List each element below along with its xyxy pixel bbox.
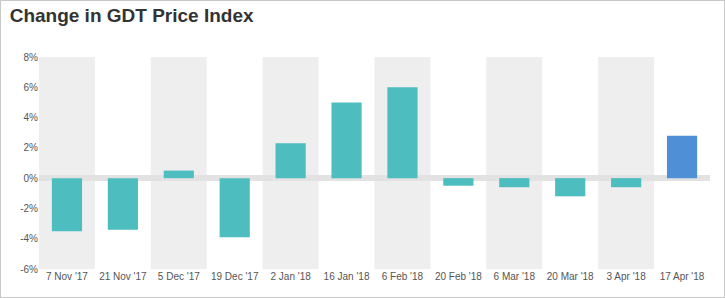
svg-text:19 Dec '17: 19 Dec '17 — [211, 271, 259, 282]
svg-text:2%: 2% — [24, 142, 39, 153]
svg-text:3 Apr '18: 3 Apr '18 — [607, 271, 647, 282]
svg-text:6%: 6% — [24, 82, 39, 93]
svg-text:-4%: -4% — [20, 233, 38, 244]
svg-text:16 Jan '18: 16 Jan '18 — [324, 271, 370, 282]
svg-text:20 Mar '18: 20 Mar '18 — [547, 271, 594, 282]
svg-text:8%: 8% — [24, 52, 39, 63]
svg-text:21 Nov '17: 21 Nov '17 — [99, 271, 147, 282]
svg-text:Change in GDT Price Index: Change in GDT Price Index — [10, 5, 254, 26]
svg-text:5 Dec '17: 5 Dec '17 — [158, 271, 200, 282]
svg-text:20 Feb '18: 20 Feb '18 — [435, 271, 482, 282]
svg-text:17 Apr '18: 17 Apr '18 — [660, 271, 705, 282]
svg-text:2 Jan '18: 2 Jan '18 — [270, 271, 311, 282]
svg-text:6 Feb '18: 6 Feb '18 — [382, 271, 424, 282]
svg-text:4%: 4% — [24, 112, 39, 123]
svg-text:-6%: -6% — [20, 264, 38, 275]
svg-text:7 Nov '17: 7 Nov '17 — [46, 271, 88, 282]
svg-text:6 Mar '18: 6 Mar '18 — [494, 271, 536, 282]
svg-text:0%: 0% — [24, 173, 39, 184]
svg-text:-2%: -2% — [20, 203, 38, 214]
